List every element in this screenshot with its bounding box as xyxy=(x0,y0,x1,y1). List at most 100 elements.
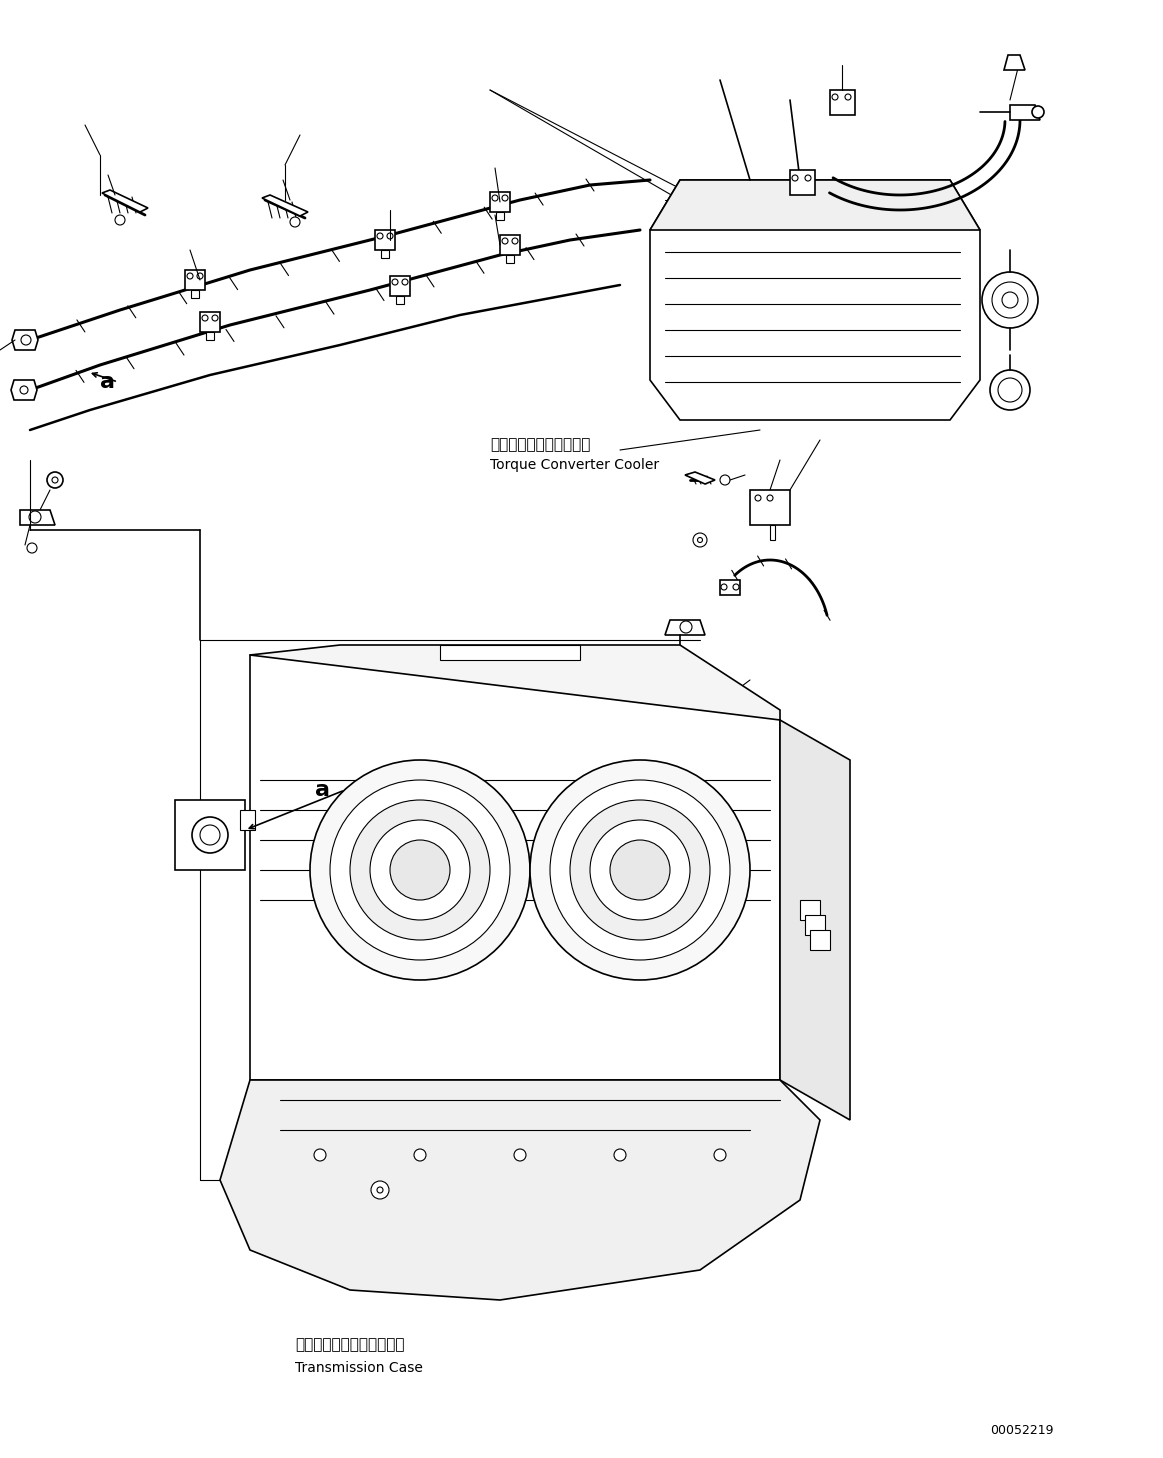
Circle shape xyxy=(685,695,715,725)
Circle shape xyxy=(27,542,37,553)
Circle shape xyxy=(530,760,750,980)
Circle shape xyxy=(187,273,193,278)
Polygon shape xyxy=(650,179,980,420)
Circle shape xyxy=(377,233,383,239)
Circle shape xyxy=(414,1149,426,1161)
Polygon shape xyxy=(790,171,815,195)
Text: a: a xyxy=(100,372,115,392)
Polygon shape xyxy=(770,525,775,539)
Circle shape xyxy=(590,819,690,920)
Circle shape xyxy=(550,780,730,959)
Circle shape xyxy=(377,1187,383,1193)
Circle shape xyxy=(390,840,450,900)
Circle shape xyxy=(680,621,692,633)
Text: トランスミッションケース: トランスミッションケース xyxy=(295,1337,405,1353)
Circle shape xyxy=(990,370,1030,410)
Polygon shape xyxy=(374,230,395,249)
Polygon shape xyxy=(805,916,825,935)
Polygon shape xyxy=(20,510,55,525)
Circle shape xyxy=(311,760,530,980)
Polygon shape xyxy=(440,644,580,660)
Polygon shape xyxy=(174,800,245,870)
Circle shape xyxy=(992,281,1028,318)
Polygon shape xyxy=(390,276,411,296)
Circle shape xyxy=(29,510,41,523)
Circle shape xyxy=(733,585,739,590)
Circle shape xyxy=(692,701,708,717)
Circle shape xyxy=(21,335,31,346)
Polygon shape xyxy=(685,472,715,484)
Circle shape xyxy=(570,800,709,940)
Circle shape xyxy=(330,780,511,959)
Polygon shape xyxy=(200,312,220,332)
Text: a: a xyxy=(315,780,330,800)
Circle shape xyxy=(611,840,670,900)
Text: Transmission Case: Transmission Case xyxy=(295,1360,423,1375)
Polygon shape xyxy=(800,900,820,920)
Circle shape xyxy=(698,538,702,542)
Polygon shape xyxy=(780,720,850,1120)
Polygon shape xyxy=(650,179,980,230)
Circle shape xyxy=(832,93,839,101)
Circle shape xyxy=(47,472,63,488)
Circle shape xyxy=(1003,292,1018,308)
Polygon shape xyxy=(809,930,830,951)
Circle shape xyxy=(768,496,773,502)
Circle shape xyxy=(502,195,508,201)
Text: Torque Converter Cooler: Torque Converter Cooler xyxy=(490,458,659,472)
Circle shape xyxy=(290,217,300,227)
Circle shape xyxy=(998,378,1022,402)
Circle shape xyxy=(512,238,518,243)
Circle shape xyxy=(212,315,217,321)
Polygon shape xyxy=(250,655,780,1080)
Circle shape xyxy=(197,273,204,278)
Polygon shape xyxy=(750,490,790,525)
Circle shape xyxy=(698,822,702,828)
Circle shape xyxy=(714,1149,726,1161)
Circle shape xyxy=(614,1149,626,1161)
Circle shape xyxy=(387,233,393,239)
Polygon shape xyxy=(1009,105,1040,120)
Circle shape xyxy=(792,175,798,181)
Circle shape xyxy=(693,818,707,833)
Circle shape xyxy=(192,816,228,853)
Circle shape xyxy=(314,1149,326,1161)
Polygon shape xyxy=(191,290,199,297)
Circle shape xyxy=(20,386,28,394)
Polygon shape xyxy=(1004,55,1025,70)
Polygon shape xyxy=(10,381,37,399)
Polygon shape xyxy=(102,190,148,211)
Polygon shape xyxy=(506,255,514,262)
Polygon shape xyxy=(12,330,38,350)
Circle shape xyxy=(755,496,761,502)
Circle shape xyxy=(350,800,490,940)
Circle shape xyxy=(805,175,811,181)
Polygon shape xyxy=(830,90,855,115)
Polygon shape xyxy=(665,620,705,636)
Polygon shape xyxy=(262,195,308,216)
Circle shape xyxy=(392,278,398,284)
Circle shape xyxy=(200,825,220,846)
Polygon shape xyxy=(206,332,214,340)
Text: 00052219: 00052219 xyxy=(990,1423,1054,1436)
Text: トルクコンバータクーラ: トルクコンバータクーラ xyxy=(490,437,591,452)
Polygon shape xyxy=(381,249,388,258)
Circle shape xyxy=(371,1181,388,1198)
Circle shape xyxy=(115,214,124,225)
Polygon shape xyxy=(185,270,205,290)
Circle shape xyxy=(514,1149,526,1161)
Circle shape xyxy=(693,534,707,547)
Polygon shape xyxy=(220,1080,820,1301)
Polygon shape xyxy=(240,811,255,830)
Circle shape xyxy=(202,315,208,321)
Circle shape xyxy=(402,278,408,284)
Circle shape xyxy=(370,819,470,920)
Polygon shape xyxy=(250,644,780,720)
Polygon shape xyxy=(395,296,404,305)
Circle shape xyxy=(52,477,58,483)
Polygon shape xyxy=(500,235,520,255)
Circle shape xyxy=(695,850,705,860)
Circle shape xyxy=(502,238,508,243)
Circle shape xyxy=(720,475,730,486)
Polygon shape xyxy=(490,192,511,211)
